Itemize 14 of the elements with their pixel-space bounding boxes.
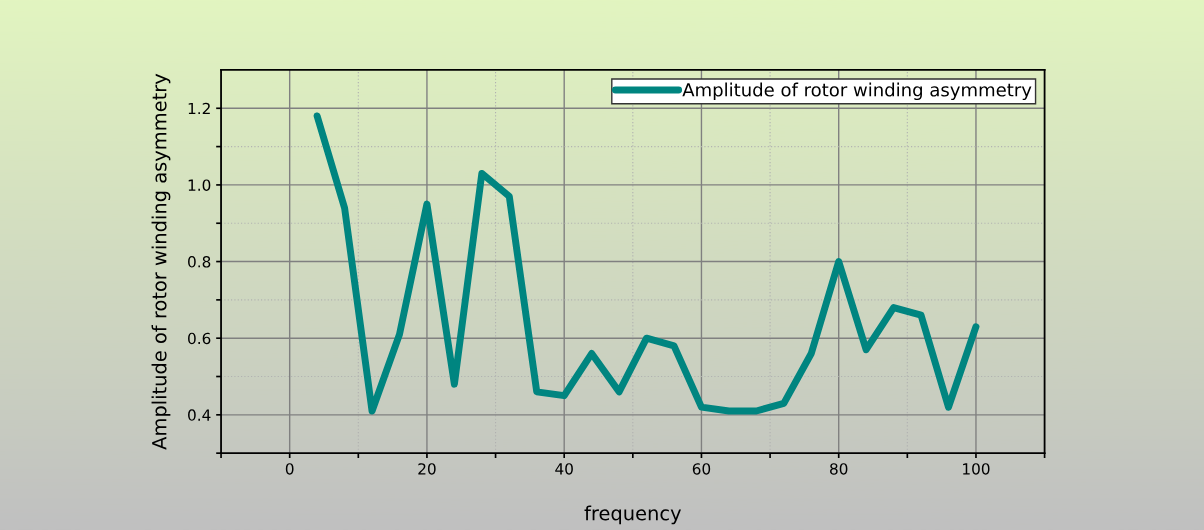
x-tick-label: 0 [285,463,294,475]
x-tick-label: 100 [963,463,990,475]
x-axis-title: frequency [584,505,681,525]
legend-label: Amplitude of rotor winding asymmetry [682,82,1032,101]
y-axis-title: Amplitude of rotor winding asymmetry [151,73,171,450]
y-tick-label: 1.0 [188,179,211,191]
x-tick-label: 20 [418,463,436,475]
y-tick-label: 0.8 [188,256,211,268]
x-tick-label: 80 [830,463,848,475]
y-tick-label: 0.4 [188,409,211,421]
y-tick-label: 0.6 [188,332,211,345]
x-tick-label: 40 [555,463,573,475]
y-tick-label: 1.2 [188,102,210,115]
x-tick-label: 60 [692,463,711,475]
